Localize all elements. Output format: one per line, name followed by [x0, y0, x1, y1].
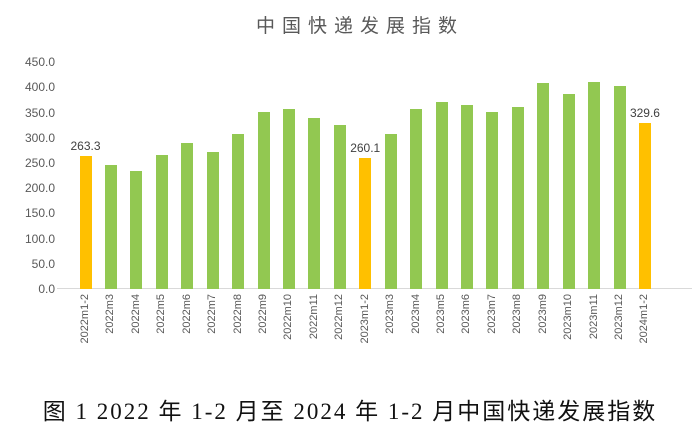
bar-2023m12 — [613, 86, 626, 289]
x-axis-label: 2022m9 — [257, 294, 269, 334]
x-axis-label: 2023m3 — [384, 294, 397, 334]
y-axis-tick-label: 300.0 — [24, 130, 55, 145]
x-axis-label: 2022m5 — [155, 294, 168, 334]
y-axis-tick-label: 200.0 — [24, 181, 55, 196]
bar-2022m5 — [155, 154, 168, 289]
bar-2023m5 — [435, 101, 448, 289]
plot-area: 450.0 400.0 350.0 300.0 250.0 200.0 150.0 100.0… — [24, 55, 692, 344]
x-axis-label: 2022m3 — [104, 294, 117, 334]
bar-2022m12 — [333, 125, 346, 289]
x-axis-label: 2022m6 — [180, 294, 193, 334]
x-axis-label: 2023m12 — [613, 294, 626, 340]
x-axis-label: 2023m9 — [536, 294, 549, 334]
x-axis-label: 2023m6 — [460, 294, 473, 334]
bar-2023m9 — [537, 82, 550, 289]
bar-2022m8 — [232, 133, 245, 289]
y-axis-tick-label: 150.0 — [24, 206, 55, 221]
bar-2022m3 — [104, 165, 117, 289]
x-axis-label: 2023m4 — [409, 294, 422, 334]
x-axis-label: 2023m7 — [485, 294, 498, 334]
bar-2022m1-2 — [79, 156, 92, 289]
x-axis-label: 2023m11 — [587, 294, 600, 340]
x-axis-line — [57, 288, 692, 289]
x-axis-label: 2022m8 — [231, 294, 244, 334]
bar-2024m1-2 — [638, 122, 651, 289]
y-axis-tick-label: 450.0 — [24, 55, 55, 70]
x-axis-label: 2023m5 — [435, 294, 448, 334]
bar-2023m4 — [410, 108, 423, 289]
chart-title: 中国快递发展指数 — [255, 16, 464, 37]
x-axis-label: 2022m11 — [307, 294, 320, 340]
x-axis-label: 2022m7 — [206, 294, 219, 334]
y-axis-tick-label: 350.0 — [24, 105, 55, 120]
x-axis-label: 2023m8 — [511, 294, 524, 334]
x-axis-label: 2022m12 — [333, 294, 346, 340]
data-label-2023m1-2: 260.1 — [350, 140, 381, 155]
bar-2023m1-2 — [359, 157, 372, 289]
x-axis-label: 2022m1-2 — [79, 294, 91, 344]
y-axis-tick-label: 50.0 — [31, 256, 55, 271]
y-axis-tick-label: 0.0 — [38, 282, 55, 296]
y-axis-tick-label: 100.0 — [24, 231, 55, 246]
bar-2022m6 — [181, 143, 194, 289]
figure-caption: 图 1 2022 年 1-2 月至 2024 年 1-2 月中国快递发展指数 — [42, 399, 658, 424]
y-axis-tick-label: 400.0 — [24, 80, 55, 95]
x-axis-label: 2023m10 — [562, 294, 575, 340]
x-axis-label: 2022m10 — [282, 294, 295, 340]
x-axis-label: 2024m1-2 — [638, 294, 651, 344]
y-axis-tick-label: 250.0 — [24, 156, 55, 170]
x-axis-label: 2022m4 — [129, 294, 142, 334]
bar-2022m4 — [130, 170, 143, 289]
bar-2023m11 — [588, 81, 601, 289]
bar-2023m6 — [460, 105, 473, 289]
bar-2023m8 — [511, 106, 524, 289]
bar-2023m3 — [384, 134, 397, 289]
bar-2022m9 — [257, 111, 270, 289]
data-label-2022m1-2: 263.3 — [70, 139, 101, 154]
x-axis-label: 2023m1-2 — [358, 294, 371, 344]
bar-2022m7 — [206, 152, 219, 289]
bar-2023m10 — [562, 93, 575, 289]
data-label-2024m1-2: 329.6 — [629, 105, 660, 120]
bar-2022m11 — [308, 118, 321, 289]
bar-2022m10 — [282, 108, 295, 289]
bar-2023m7 — [486, 112, 499, 289]
